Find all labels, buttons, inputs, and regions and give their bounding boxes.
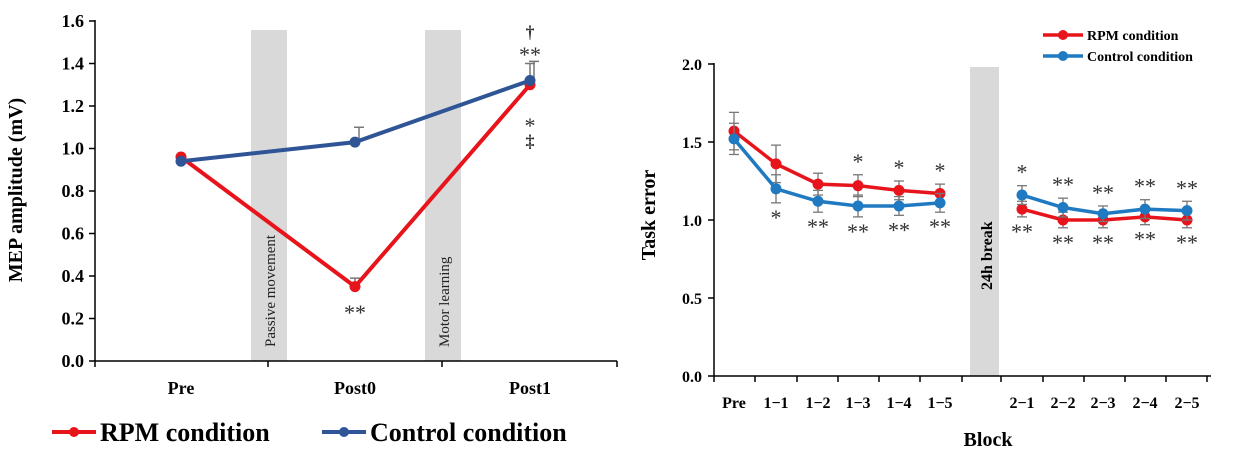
right-ytick-label: 1.0 bbox=[682, 213, 702, 230]
left-data-point bbox=[175, 155, 187, 167]
left-data-point bbox=[349, 281, 361, 293]
right-xtick-label: 2−3 bbox=[1090, 395, 1115, 412]
right-ytick-label: 0.0 bbox=[682, 369, 702, 386]
left-xtick-label: Post0 bbox=[334, 378, 376, 398]
left-ytick-label: 1.4 bbox=[62, 54, 85, 74]
legend-rpm-label: RPM condition bbox=[100, 418, 270, 447]
left-series-control bbox=[175, 60, 539, 167]
legend-right-rpm-marker bbox=[1058, 30, 1068, 40]
right-annotation-above: * bbox=[853, 149, 864, 174]
legend-control-marker bbox=[339, 427, 349, 437]
right-ytick-label: 2.0 bbox=[682, 57, 702, 74]
legend-right-rpm-label: RPM condition bbox=[1087, 29, 1179, 44]
legend-rpm-marker bbox=[69, 427, 79, 437]
right-ytick-label: 1.5 bbox=[682, 135, 702, 152]
right-annotation-below: * bbox=[771, 205, 782, 230]
right-series-line-session1 bbox=[732, 137, 941, 208]
right-annotation-above: ** bbox=[1092, 180, 1114, 205]
right-annotation-below: ** bbox=[847, 219, 869, 244]
right-xtick-label: 2−4 bbox=[1132, 395, 1157, 412]
left-xtick-label: Pre bbox=[168, 378, 195, 398]
left-data-point bbox=[349, 136, 361, 148]
legend-right-control-label: Control condition bbox=[1087, 50, 1193, 65]
right-xtick-label: 2−2 bbox=[1050, 395, 1075, 412]
right-annotation-above: ** bbox=[1176, 175, 1198, 200]
left-xtick-label: Post1 bbox=[509, 378, 551, 398]
right-data-point bbox=[1016, 189, 1028, 201]
right-data-point bbox=[728, 133, 740, 145]
band-passive-movement bbox=[251, 30, 287, 361]
right-annotation-below: ** bbox=[929, 214, 951, 239]
right-xtick-label: 2−1 bbox=[1009, 395, 1034, 412]
right-xtick-label: 1−4 bbox=[886, 395, 911, 412]
right-annotation-above: ** bbox=[1134, 174, 1156, 199]
left-ytick-label: 0.6 bbox=[62, 224, 85, 244]
right-data-point bbox=[1139, 203, 1151, 215]
right-data-point bbox=[1097, 208, 1109, 220]
right-data-point bbox=[1057, 202, 1069, 214]
left-ytick-label: 1.0 bbox=[62, 139, 85, 159]
right-x-axis-title: Block bbox=[964, 429, 1014, 451]
right-annotation-above: ** bbox=[1052, 172, 1074, 197]
right-annotation-below: ** bbox=[1011, 219, 1033, 244]
right-legend: RPM condition Control condition bbox=[1043, 29, 1193, 65]
annotation-post1-rpm-star: * bbox=[525, 113, 536, 138]
left-ytick-label: 1.6 bbox=[62, 11, 85, 31]
left-ytick-label: 0.4 bbox=[62, 266, 85, 286]
band-motor-learning-label: Motor learning bbox=[437, 256, 453, 347]
right-series-control bbox=[728, 122, 1193, 223]
right-annotation-below: ** bbox=[807, 214, 829, 239]
right-annotation-below: ** bbox=[1092, 230, 1114, 255]
legend-control-label: Control condition bbox=[370, 418, 567, 447]
right-data-point bbox=[1016, 203, 1028, 215]
right-data-point bbox=[770, 158, 782, 170]
right-annotation-below: ** bbox=[1176, 230, 1198, 255]
left-y-axis-title: MEP amplitude (mV) bbox=[5, 98, 27, 282]
right-y-axis-title: Task error bbox=[638, 170, 660, 261]
right-xtick-label: 1−5 bbox=[927, 395, 952, 412]
right-annotation-above: * bbox=[1017, 160, 1028, 185]
right-data-point bbox=[893, 184, 905, 196]
annotation-post1-double-dagger: ‡ bbox=[526, 131, 535, 151]
right-annotation-above: * bbox=[935, 158, 946, 183]
right-annotation-below: ** bbox=[1052, 230, 1074, 255]
right-data-point bbox=[770, 183, 782, 195]
right-annotation-below: ** bbox=[1134, 227, 1156, 252]
right-data-point bbox=[1181, 205, 1193, 217]
annotation-post1-dagger: † bbox=[526, 22, 535, 42]
right-ytick-label: 0.5 bbox=[682, 291, 702, 308]
annotation-post0-rpm: ** bbox=[344, 300, 366, 325]
right-xtick-label: 1−2 bbox=[805, 395, 830, 412]
right-data-point bbox=[852, 200, 864, 212]
right-data-point bbox=[852, 180, 864, 192]
break-band bbox=[970, 67, 999, 376]
left-ytick-label: 0.8 bbox=[62, 181, 85, 201]
left-ytick-label: 0.2 bbox=[62, 309, 85, 329]
right-data-point bbox=[812, 178, 824, 190]
left-legend: RPM condition Control condition bbox=[52, 418, 567, 447]
right-xtick-label: 2−5 bbox=[1174, 395, 1199, 412]
left-ytick-label: 1.2 bbox=[62, 96, 85, 116]
right-annotation-below: ** bbox=[888, 217, 910, 242]
right-chart: 24h break 0.0 0.5 1.0 1.5 2.0 Pre 1−1 1−2 1−3 1−… bbox=[638, 29, 1211, 451]
right-annotation-above: * bbox=[894, 155, 905, 180]
band-motor-learning bbox=[425, 30, 461, 361]
left-data-point bbox=[524, 75, 536, 86]
break-band-label: 24h break bbox=[979, 221, 996, 290]
legend-right-control-marker bbox=[1058, 51, 1068, 61]
left-series-line bbox=[180, 78, 531, 164]
left-ytick-label: 0.0 bbox=[62, 351, 85, 371]
right-data-point bbox=[893, 200, 905, 212]
right-xtick-label: 1−3 bbox=[845, 395, 870, 412]
right-data-point bbox=[934, 197, 946, 209]
left-series-line bbox=[179, 83, 532, 290]
right-series-line-session1 bbox=[732, 129, 941, 196]
annotation-post1-control-stars: ** bbox=[519, 42, 541, 67]
right-xtick-label: 1−1 bbox=[763, 395, 788, 412]
left-chart: Passive movement Motor learning 0.0 0.2 0.… bbox=[5, 11, 618, 447]
right-xtick-label: Pre bbox=[722, 395, 746, 412]
band-passive-movement-label: Passive movement bbox=[263, 234, 279, 347]
right-data-point bbox=[812, 195, 824, 207]
